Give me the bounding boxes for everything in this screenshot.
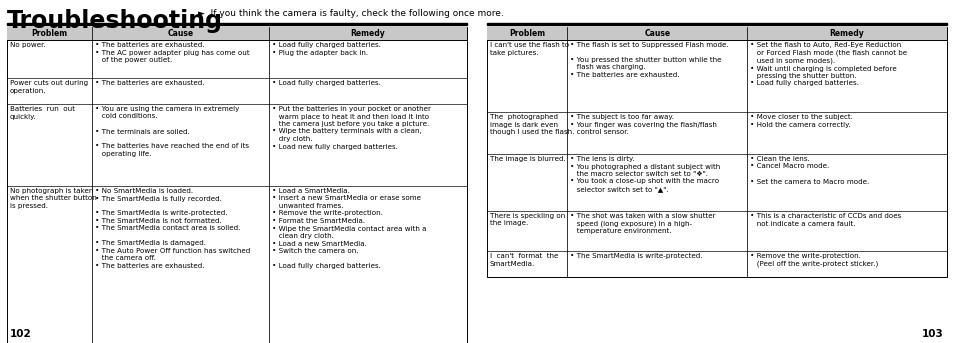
- Bar: [486, 23, 946, 25]
- Text: ►  If you think the camera is faulty, check the following once more.: ► If you think the camera is faulty, che…: [198, 9, 503, 18]
- Text: • Move closer to the subject.
• Hold the camera correctly.: • Move closer to the subject. • Hold the…: [749, 114, 852, 128]
- Text: • The lens is dirty.
• You photographed a distant subject with
   the macro sele: • The lens is dirty. • You photographed …: [570, 156, 720, 192]
- Bar: [7, 27, 467, 343]
- Text: Power cuts out during
operation.: Power cuts out during operation.: [10, 80, 88, 94]
- Text: • Clean the lens.
• Cancel Macro mode.

• Set the camera to Macro mode.: • Clean the lens. • Cancel Macro mode. •…: [749, 156, 868, 185]
- Text: Cause: Cause: [168, 29, 193, 38]
- Text: • This is a characteristic of CCDs and does
   not indicate a camera fault.: • This is a characteristic of CCDs and d…: [749, 213, 900, 226]
- Text: The image is blurred.: The image is blurred.: [489, 156, 565, 162]
- Text: • Load a SmartMedia.
• Insert a new SmartMedia or erase some
   unwanted frames.: • Load a SmartMedia. • Insert a new Smar…: [272, 188, 426, 269]
- Text: • Load fully charged batteries.
• Plug the adapter back in.: • Load fully charged batteries. • Plug t…: [272, 42, 380, 56]
- Text: I  can't  format  the
SmartMedia.: I can't format the SmartMedia.: [489, 253, 558, 267]
- Bar: [486, 27, 946, 40]
- Text: • The batteries are exhausted.
• The AC power adapter plug has come out
   of th: • The batteries are exhausted. • The AC …: [94, 42, 250, 63]
- Bar: [7, 23, 467, 25]
- Text: • The shot was taken with a slow shutter
   speed (long exposure) in a high-
   : • The shot was taken with a slow shutter…: [570, 213, 715, 235]
- Text: No photograph is taken
when the shutter button
is pressed.: No photograph is taken when the shutter …: [10, 188, 96, 209]
- Text: The  photographed
image is dark even
though I used the flash.: The photographed image is dark even thou…: [489, 114, 574, 135]
- Text: I can't use the flash to
take pictures.: I can't use the flash to take pictures.: [489, 42, 568, 56]
- Bar: [7, 27, 467, 40]
- Text: Remedy: Remedy: [351, 29, 385, 38]
- Text: There is speckling on
the image.: There is speckling on the image.: [489, 213, 564, 226]
- Text: • The flash is set to Suppressed Flash mode.

• You pressed the shutter button w: • The flash is set to Suppressed Flash m…: [570, 42, 728, 78]
- Bar: [486, 27, 946, 277]
- Text: No power.: No power.: [10, 42, 46, 48]
- Text: 103: 103: [922, 329, 943, 339]
- Text: • No SmartMedia is loaded.
• The SmartMedia is fully recorded.

• The SmartMedia: • No SmartMedia is loaded. • The SmartMe…: [94, 188, 250, 269]
- Text: Remedy: Remedy: [829, 29, 863, 38]
- Text: Troubleshooting: Troubleshooting: [7, 9, 223, 33]
- Text: • Remove the write-protection.
   (Peel off the write-protect sticker.): • Remove the write-protection. (Peel off…: [749, 253, 877, 267]
- Text: Batteries  run  out
quickly.: Batteries run out quickly.: [10, 106, 74, 119]
- Text: • You are using the camera in extremely
   cold conditions.

• The terminals are: • You are using the camera in extremely …: [94, 106, 249, 157]
- Text: Cause: Cause: [643, 29, 670, 38]
- Text: 102: 102: [10, 329, 31, 339]
- Text: • The subject is too far away.
• Your finger was covering the flash/flash
   con: • The subject is too far away. • Your fi…: [570, 114, 717, 135]
- Text: • Set the flash to Auto, Red-Eye Reduction
   or Forced Flash mode (the flash ca: • Set the flash to Auto, Red-Eye Reducti…: [749, 42, 906, 86]
- Text: • The batteries are exhausted.: • The batteries are exhausted.: [94, 80, 204, 86]
- Text: Problem: Problem: [509, 29, 545, 38]
- Text: • The SmartMedia is write-protected.: • The SmartMedia is write-protected.: [570, 253, 702, 259]
- Text: • Put the batteries in your pocket or another
   warm place to heat it and then : • Put the batteries in your pocket or an…: [272, 106, 431, 150]
- Text: • Load fully charged batteries.: • Load fully charged batteries.: [272, 80, 380, 86]
- Text: Problem: Problem: [31, 29, 68, 38]
